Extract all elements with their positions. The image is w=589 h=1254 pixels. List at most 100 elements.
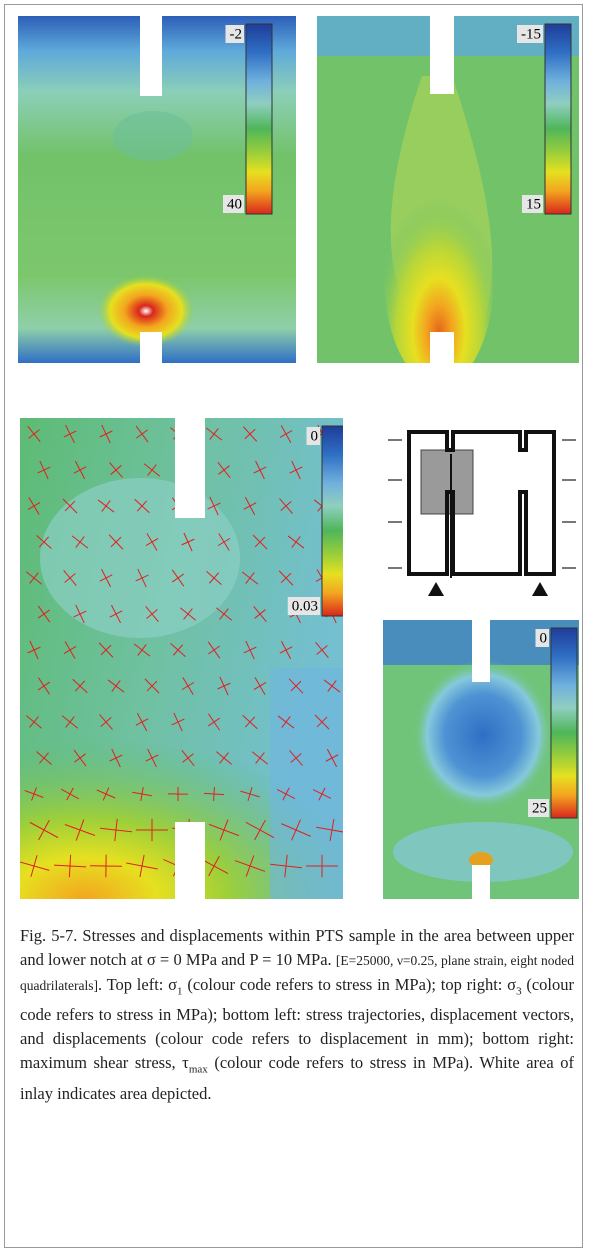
trajectory-cross	[179, 607, 197, 621]
trajectory-cross	[242, 714, 258, 730]
trajectory-cross	[316, 818, 343, 842]
trajectory-cross	[29, 819, 59, 841]
colorbar-label-bg	[535, 629, 549, 647]
support	[428, 582, 444, 596]
trajectory-cross	[207, 641, 221, 659]
colorbar-scale	[550, 627, 578, 819]
trajectory-cross	[245, 819, 275, 841]
colorbar: 0 25	[528, 627, 578, 819]
colorbar-label-bg	[306, 427, 320, 445]
trajectory-cross	[325, 748, 339, 768]
trajectory-cross	[100, 818, 132, 842]
trajectory-cross	[108, 534, 124, 550]
trajectory-cross	[36, 534, 52, 550]
trajectory-cross	[215, 751, 233, 765]
trajectory-cross	[144, 678, 160, 694]
trajectory-cross	[107, 679, 125, 693]
caption-subscript: 1	[177, 985, 183, 998]
trajectory-cross	[207, 713, 221, 731]
colorbar-label: 15	[526, 196, 541, 212]
trajectory-cross	[278, 570, 294, 586]
trajectory-cross	[276, 787, 296, 801]
trajectory-cross	[135, 568, 149, 588]
sample-outline	[407, 430, 556, 576]
colorbar-scale	[321, 425, 343, 617]
trajectory-cross	[170, 642, 186, 658]
trajectory-cross	[109, 604, 123, 624]
trajectory-cross	[135, 425, 149, 443]
notch	[140, 332, 162, 363]
contour	[469, 852, 493, 868]
notch	[472, 865, 490, 899]
trajectory-cross	[25, 571, 43, 585]
trajectory-cross	[145, 748, 159, 768]
trajectory-cross	[181, 749, 195, 767]
trajectory-cross	[242, 426, 258, 442]
trajectory-cross	[63, 424, 77, 444]
caption-text: . Top left: σ	[97, 975, 178, 994]
trajectory-cross	[135, 712, 149, 732]
trajectory-cross	[217, 461, 231, 479]
caption-text: (colour code refers to stress in MPa); b…	[20, 975, 574, 1073]
contour	[98, 275, 194, 347]
trajectory-cross	[281, 819, 311, 841]
trajectory-cross	[73, 604, 87, 624]
trajectory-cross	[206, 570, 222, 586]
caption-text: [E=25000, ν=0.25, plane strain, eight no…	[20, 953, 574, 993]
notch	[140, 16, 162, 96]
trajectory-cross	[145, 605, 159, 623]
panel-sigma1: -2 40	[18, 16, 296, 363]
trajectory-cross	[171, 712, 185, 732]
colorbar-label-bg	[522, 195, 543, 213]
trajectory-cross	[241, 571, 259, 585]
trajectory-cross	[240, 787, 260, 801]
trajectory-cross	[37, 460, 51, 480]
trajectory-cross	[61, 715, 79, 729]
trajectory-cross	[24, 787, 44, 801]
trajectory-cross	[99, 714, 113, 730]
trajectory-cross	[279, 640, 293, 660]
trajectory-cross	[243, 640, 257, 660]
trajectory-cross	[314, 714, 330, 730]
trajectory-cross	[99, 424, 113, 444]
trajectory-cross	[277, 715, 295, 729]
trajectory-cross	[279, 498, 293, 514]
trajectory-cross	[135, 818, 169, 842]
trajectory-cross	[181, 532, 195, 552]
colorbar-label-bg	[225, 25, 244, 43]
colorbar: -2 40	[223, 23, 273, 215]
colorbar-label-bg	[528, 799, 549, 817]
colorbar-label: 25	[532, 800, 547, 816]
contour	[393, 822, 573, 882]
trajectory-cross	[305, 854, 339, 878]
trajectory-cross	[109, 462, 123, 478]
trajectory-cross	[208, 819, 240, 841]
colorbar-label-bg	[287, 597, 320, 615]
notch	[430, 16, 454, 94]
trajectory-cross	[134, 498, 150, 514]
trajectory-cross	[71, 535, 89, 549]
trajectory-cross	[63, 569, 77, 587]
colorbar-scale	[245, 23, 273, 215]
contour	[40, 478, 240, 638]
caption-text: Fig. 5-7. Stresses and displacements wit…	[20, 926, 574, 969]
trajectory-cross	[181, 677, 195, 695]
trajectory-cross	[27, 497, 41, 515]
colorbar-label: 0.03	[292, 598, 318, 614]
trajectory-cross	[253, 605, 267, 623]
panel-tau-max: 0 25	[383, 620, 579, 899]
contour	[270, 668, 343, 899]
trajectory-cross	[99, 568, 113, 588]
trajectory-cross	[36, 751, 52, 765]
trajectory-cross	[315, 641, 329, 659]
trajectory-cross	[287, 535, 305, 549]
trajectory-cross	[63, 641, 77, 659]
trajectory-cross	[312, 787, 332, 801]
panel-sigma3: -15 15	[317, 16, 579, 363]
trajectory-cross	[167, 786, 189, 802]
colorbar-label: 0	[311, 428, 319, 444]
trajectory-cross	[252, 534, 268, 550]
notch	[450, 454, 452, 578]
caption-subscript: max	[188, 1063, 208, 1076]
